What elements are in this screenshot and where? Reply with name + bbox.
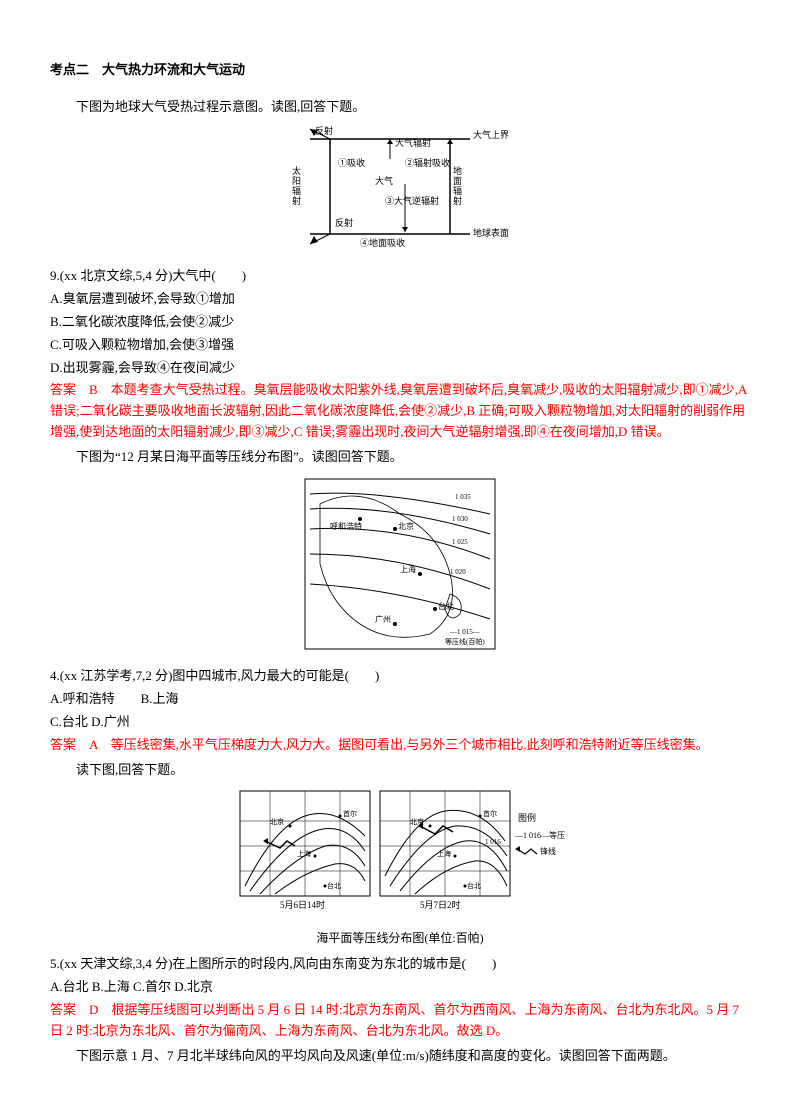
fig1-reflect-t: 反射 xyxy=(315,125,333,136)
svg-text:台北: 台北 xyxy=(327,881,341,890)
svg-text:射: 射 xyxy=(292,195,301,206)
q4-answer: 答案 A 等压线密集,水平气压梯度力大,风力大。据图可看出,与另外三个城市相比,… xyxy=(50,735,750,756)
svg-text:1 035: 1 035 xyxy=(455,493,471,501)
q5-A: A.台北 B.上海 C.首尔 D.北京 xyxy=(50,977,750,998)
q4-stem: 4.(xx 江苏学考,7,2 分)图中四城市,风力最大的可能是( ) xyxy=(50,666,750,687)
svg-text:台北: 台北 xyxy=(467,881,481,890)
q5-answer: 答案 D 根据等压线图可以判断出 5 月 6 日 14 时:北京为东南风、首尔为… xyxy=(50,1000,750,1042)
svg-text:首尔: 首尔 xyxy=(483,809,497,818)
section-title: 考点二 大气热力环流和大气运动 xyxy=(50,60,750,81)
fig2-gz: 广州 xyxy=(375,614,391,624)
svg-text:面: 面 xyxy=(453,176,462,186)
svg-text:1 020: 1 020 xyxy=(450,568,466,576)
intro-2: 下图为“12 月某日海平面等压线分布图”。读图回答下题。 xyxy=(50,447,750,468)
fig1-reflect-b: 反射 xyxy=(335,217,353,228)
q9-A: A.臭氧层遭到破坏,会导致①增加 xyxy=(50,289,750,310)
fig1-right1: 地 xyxy=(453,165,462,176)
q4-C: C.台北 D.广州 xyxy=(50,712,750,733)
intro-3: 读下图,回答下题。 xyxy=(50,760,750,781)
fig2-hu: 呼和浩特 xyxy=(330,521,362,531)
fig1-a1: ①吸收 xyxy=(338,157,365,168)
q5-stem: 5.(xx 天津文综,3,4 分)在上图所示的时段内,风向由东南变为东北的城市是… xyxy=(50,954,750,975)
q9-stem: 9.(xx 北京文综,5,4 分)大气中( ) xyxy=(50,266,750,287)
fig2-bj: 北京 xyxy=(398,521,414,531)
fig3-leg-title: 图例 xyxy=(518,812,536,823)
fig3-left-time: 5月6日14时 xyxy=(280,899,325,910)
fig3-leg-front: 锋线 xyxy=(540,846,556,856)
figure-2: 呼和浩特 北京 上海 广州 台北 1 035 1 030 1 025 1 020… xyxy=(50,474,750,661)
fig1-a2: ②辐射 xyxy=(405,157,432,168)
svg-text:北京: 北京 xyxy=(270,817,284,826)
svg-text:辐: 辐 xyxy=(453,185,462,196)
fig1-top: 大气上界 xyxy=(473,129,509,140)
svg-text:北京: 北京 xyxy=(410,817,424,826)
svg-text:射: 射 xyxy=(453,195,462,206)
svg-text:阳: 阳 xyxy=(292,176,301,186)
q9-C: C.可吸入颗粒物增加,会使③增强 xyxy=(50,335,750,356)
fig2-sh: 上海 xyxy=(400,564,416,574)
q9-answer: 答案 B 本题考查大气受热过程。臭氧层能吸收太阳紫外线,臭氧层遭到破坏后,臭氧减… xyxy=(50,380,750,442)
intro-4: 下图示意 1 月、7 月北半球纬向风的平均风向及风速(单位:m/s)随纬度和高度… xyxy=(50,1046,750,1067)
fig1-a4: ④地面吸收 xyxy=(360,237,405,248)
svg-text:吸收: 吸收 xyxy=(432,157,450,168)
figure-3: 北京 首尔 上海 台北 5月6日14时 北京 首尔 上海 台北 1 016 5月… xyxy=(50,786,750,923)
svg-text:辐: 辐 xyxy=(292,185,301,196)
intro-1: 下图为地球大气受热过程示意图。读图,回答下题。 xyxy=(50,97,750,118)
svg-text:1 025: 1 025 xyxy=(452,538,468,546)
figure-1: 大气上界 地球表面 太 阳 辐 射 地 面 辐 射 反射 大气辐射 ①吸收 ②辐… xyxy=(50,124,750,261)
svg-text:上海: 上海 xyxy=(437,849,451,858)
fig1-dqfs: 大气辐射 xyxy=(395,137,431,148)
fig1-daqi: 大气 xyxy=(375,175,393,186)
fig1-a3: ③大气逆辐射 xyxy=(385,195,439,206)
q9-B: B.二氧化碳浓度降低,会使②减少 xyxy=(50,312,750,333)
svg-text:上海: 上海 xyxy=(297,849,311,858)
figure-3-caption: 海平面等压线分布图(单位:百帕) xyxy=(50,929,750,948)
svg-text:1 016: 1 016 xyxy=(485,838,501,846)
svg-text:1 030: 1 030 xyxy=(452,515,468,523)
fig2-tb: 台北 xyxy=(438,601,454,611)
fig3-right-time: 5月7日2时 xyxy=(420,899,461,910)
fig1-left1: 太 xyxy=(292,165,301,176)
fig2-legend: 等压线(百帕) xyxy=(445,637,485,646)
svg-text:—1 015—: —1 015— xyxy=(449,628,481,636)
q9-D: D.出现雾霾,会导致④在夜间减少 xyxy=(50,358,750,379)
fig3-leg-iso: —1 016—等压线 xyxy=(514,830,565,840)
fig1-bottom: 地球表面 xyxy=(473,227,509,238)
svg-text:首尔: 首尔 xyxy=(343,809,357,818)
q4-A: A.呼和浩特 B.上海 xyxy=(50,689,750,710)
